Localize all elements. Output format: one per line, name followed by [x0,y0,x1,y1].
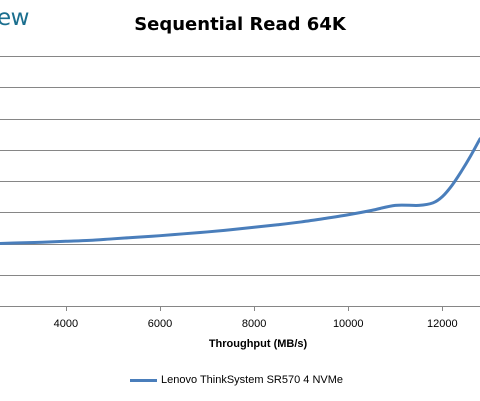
brand-logo-text: ew [0,5,29,31]
x-tick-labels: 4000 6000 8000 10000 12000 [54,318,458,330]
legend: Lenovo ThinkSystem SR570 4 NVMe [130,373,343,387]
legend-swatch [130,378,157,382]
x-tick-label-3: 10000 [333,318,364,330]
x-tick-label-2: 8000 [242,318,266,330]
x-axis-title: Throughput (MB/s) [208,338,308,350]
series-lines [0,137,480,245]
x-tick-label-4: 12000 [427,318,458,330]
x-tick-label-0: 4000 [54,318,78,330]
chart-title: Sequential Read 64K [134,14,346,35]
x-axis [0,306,480,311]
gridlines [0,56,480,276]
legend-label: Lenovo ThinkSystem SR570 4 NVMe [161,374,343,386]
x-tick-label-1: 6000 [148,318,172,330]
series-line-0 [0,137,480,245]
